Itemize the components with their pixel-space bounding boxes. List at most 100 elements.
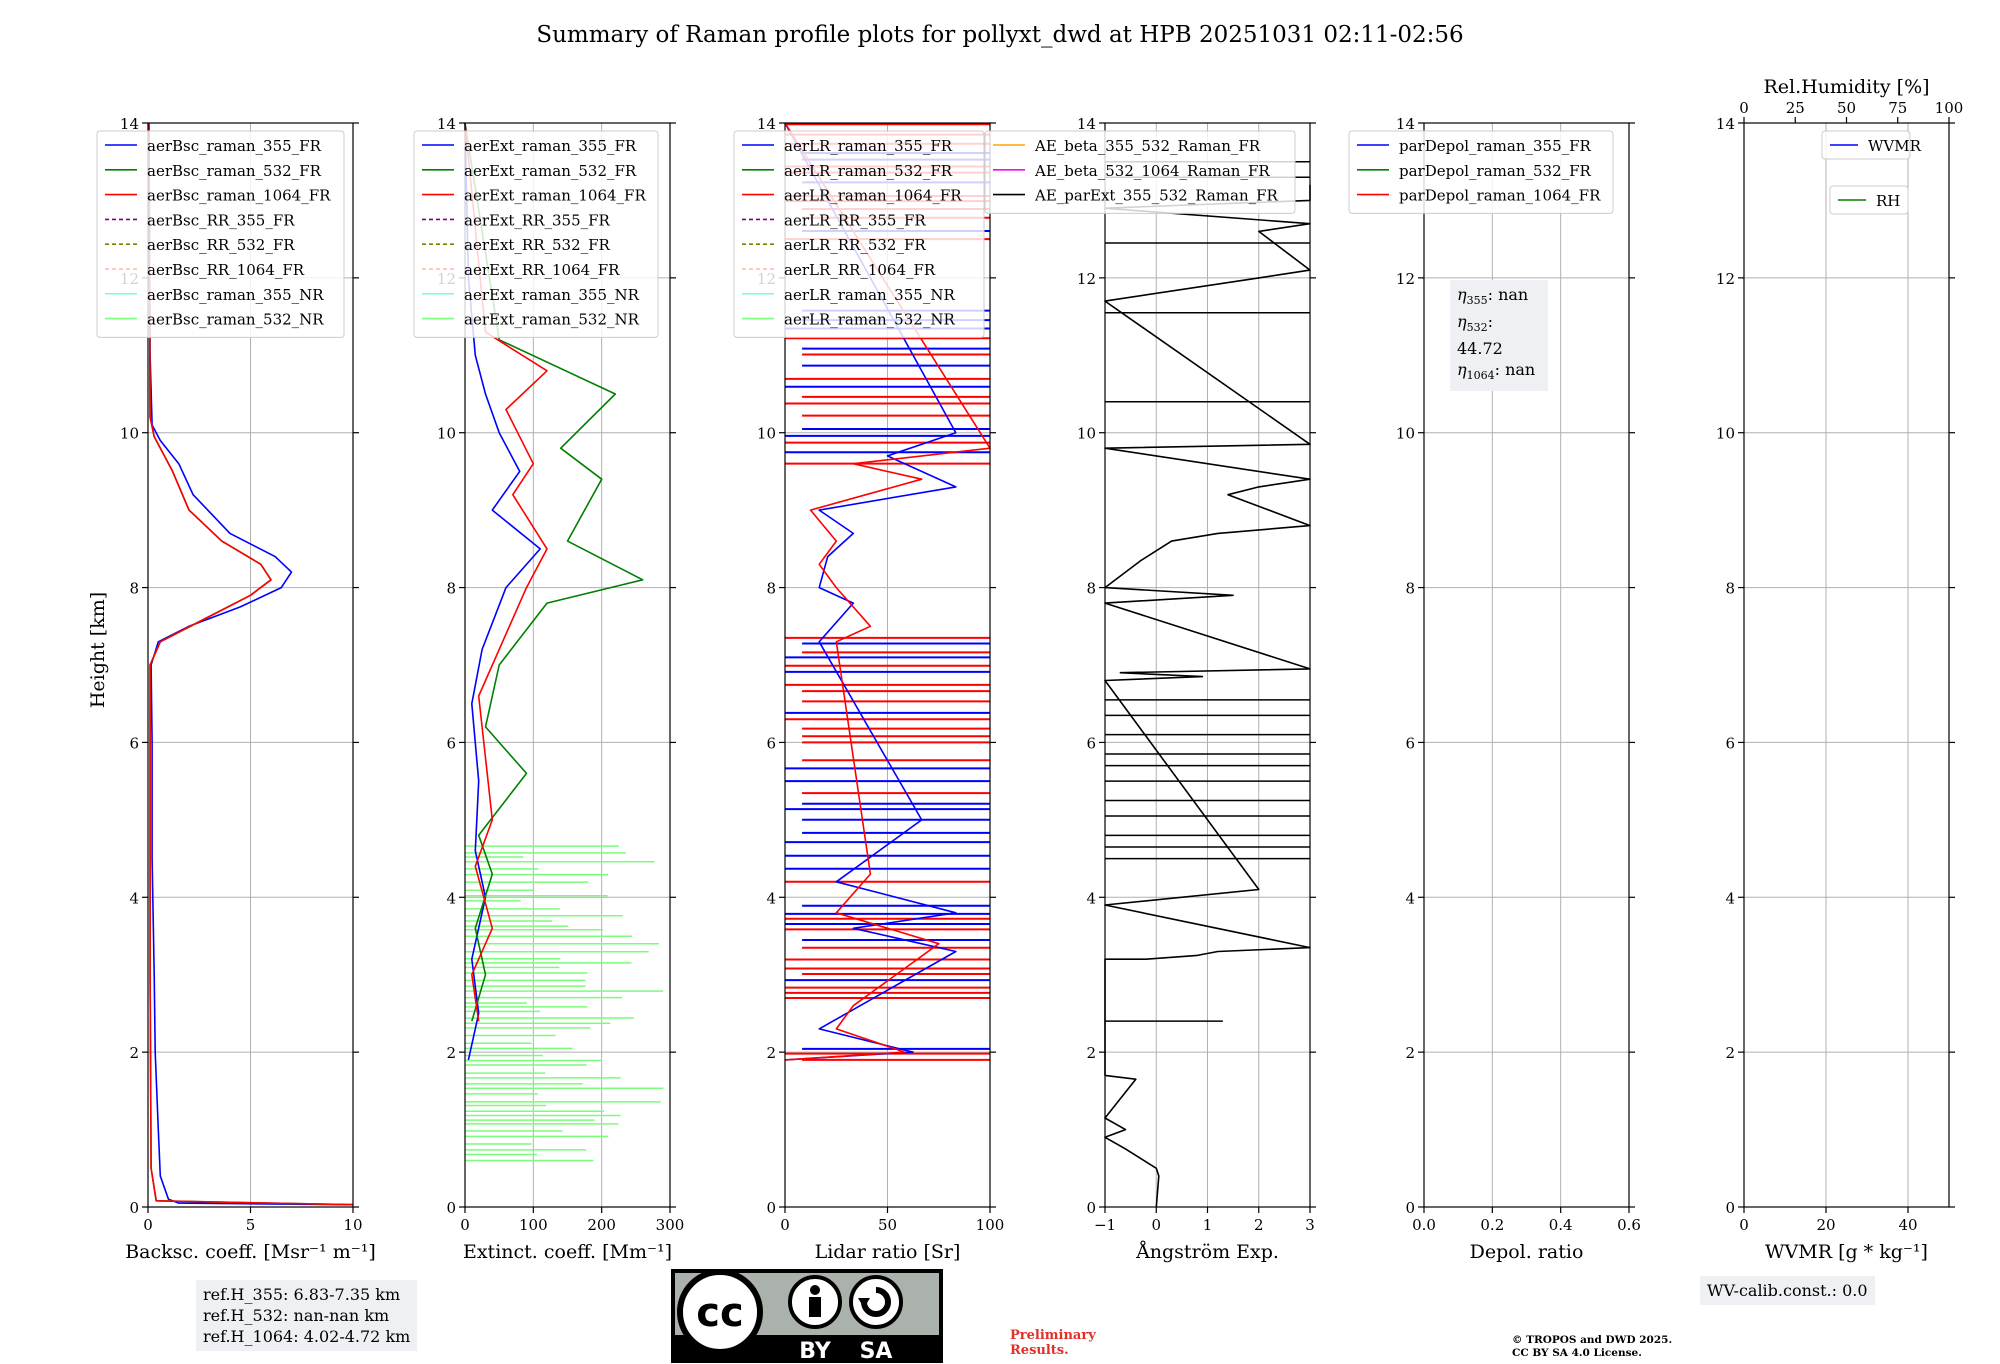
x-tick-label: 0 bbox=[460, 1216, 470, 1234]
x-tick-label: 100 bbox=[976, 1216, 1005, 1234]
legend-label: AE_beta_532_1064_Raman_FR bbox=[1034, 162, 1270, 180]
legend-label: aerLR_raman_532_NR bbox=[784, 311, 955, 329]
y-axis-label: Height [km] bbox=[87, 592, 109, 708]
legend-label: aerExt_raman_355_NR bbox=[464, 286, 640, 304]
legend-label: RH bbox=[1876, 192, 1900, 210]
y-tick-label: 4 bbox=[129, 889, 139, 907]
y-tick-label: 0 bbox=[1725, 1199, 1735, 1217]
series-line bbox=[148, 122, 354, 1206]
x-tick-label: 0 bbox=[1151, 1216, 1161, 1234]
legend-label: parDepol_raman_355_FR bbox=[1399, 137, 1592, 155]
legend-label: aerExt_RR_532_FR bbox=[464, 236, 611, 254]
legend-label: AE_beta_355_532_Raman_FR bbox=[1034, 137, 1261, 155]
legend-box bbox=[413, 130, 659, 338]
legend-label: aerLR_raman_532_FR bbox=[784, 162, 953, 180]
y-tick-label: 12 bbox=[1396, 270, 1415, 288]
y-tick-label: 10 bbox=[1716, 425, 1735, 443]
legend-label: aerExt_raman_532_FR bbox=[464, 162, 637, 180]
y-tick-label: 10 bbox=[1396, 425, 1415, 443]
legend-label: WVMR bbox=[1868, 137, 1922, 155]
y-tick-label: 14 bbox=[120, 115, 139, 133]
y-tick-label: 8 bbox=[1086, 580, 1096, 598]
y-tick-label: 2 bbox=[766, 1044, 776, 1062]
y-tick-label: 4 bbox=[1086, 889, 1096, 907]
y-tick-label: 14 bbox=[1396, 115, 1415, 133]
y-tick-label: 12 bbox=[1716, 270, 1735, 288]
x2-axis-label: Rel.Humidity [%] bbox=[1763, 76, 1929, 98]
series-line bbox=[1104, 184, 1311, 1208]
y-tick-label: 14 bbox=[1716, 115, 1735, 133]
axes-frame bbox=[1743, 122, 1950, 1208]
x-tick-label: 10 bbox=[343, 1216, 362, 1234]
legend-label: aerLR_RR_355_FR bbox=[784, 211, 926, 229]
x-tick-label: 2 bbox=[1254, 1216, 1264, 1234]
y-tick-label: 10 bbox=[757, 425, 776, 443]
eta-box: η355: nan η532: 44.72 η1064: nan bbox=[1450, 280, 1548, 391]
legend-label: aerBsc_raman_532_FR bbox=[147, 162, 322, 180]
y-tick-label: 6 bbox=[446, 734, 456, 752]
y-tick-label: 10 bbox=[437, 425, 456, 443]
legend-label: aerLR_raman_355_NR bbox=[784, 286, 955, 304]
x-tick-label: 300 bbox=[656, 1216, 685, 1234]
x-tick-label: 0.4 bbox=[1549, 1216, 1573, 1234]
legend-label: parDepol_raman_1064_FR bbox=[1399, 187, 1601, 205]
legend-label: aerBsc_raman_1064_FR bbox=[147, 187, 331, 205]
legend-label: aerExt_raman_355_FR bbox=[464, 137, 637, 155]
legend-label: aerExt_RR_355_FR bbox=[464, 211, 611, 229]
x-tick-label: 40 bbox=[1898, 1216, 1917, 1234]
y-tick-label: 2 bbox=[446, 1044, 456, 1062]
series-line bbox=[464, 122, 644, 1022]
x2-tick-label: 25 bbox=[1786, 99, 1805, 117]
legend-box bbox=[1829, 185, 1909, 215]
x2-tick-label: 50 bbox=[1837, 99, 1856, 117]
svg-text:BY: BY bbox=[799, 1339, 832, 1364]
legend-label: aerBsc_raman_532_NR bbox=[147, 311, 324, 329]
panel-3: 02468101214050100Lidar ratio [Sr]aerLR_r… bbox=[733, 115, 1005, 1263]
legend-label: aerLR_RR_1064_FR bbox=[784, 261, 936, 279]
x2-tick-label: 75 bbox=[1888, 99, 1907, 117]
y-tick-label: 6 bbox=[1086, 734, 1096, 752]
legend-box bbox=[1348, 130, 1614, 214]
x-tick-label: 100 bbox=[519, 1216, 548, 1234]
y-tick-label: 6 bbox=[766, 734, 776, 752]
axes-frame bbox=[464, 122, 671, 1208]
y-tick-label: 2 bbox=[1405, 1044, 1415, 1062]
y-tick-label: 0 bbox=[1086, 1199, 1096, 1217]
y-tick-label: 14 bbox=[757, 115, 776, 133]
legend-label: aerLR_raman_355_FR bbox=[784, 137, 953, 155]
legend-box bbox=[733, 130, 985, 338]
y-tick-label: 10 bbox=[120, 425, 139, 443]
series-line bbox=[784, 122, 991, 1061]
x-tick-label: 20 bbox=[1816, 1216, 1835, 1234]
y-tick-label: 8 bbox=[129, 580, 139, 598]
y-tick-label: 6 bbox=[1405, 734, 1415, 752]
y-tick-label: 14 bbox=[437, 115, 456, 133]
y-tick-label: 12 bbox=[1077, 270, 1096, 288]
y-tick-label: 2 bbox=[1086, 1044, 1096, 1062]
figure-title: Summary of Raman profile plots for polly… bbox=[536, 22, 1464, 48]
y-tick-label: 2 bbox=[129, 1044, 139, 1062]
legend-label: parDepol_raman_532_FR bbox=[1399, 162, 1592, 180]
legend-label: aerBsc_raman_355_NR bbox=[147, 286, 324, 304]
y-tick-label: 0 bbox=[446, 1199, 456, 1217]
x-tick-label: 0.2 bbox=[1480, 1216, 1504, 1234]
preliminary-results-note: Preliminary Results. bbox=[1010, 1328, 1096, 1358]
cc-icon bbox=[677, 1269, 763, 1355]
y-tick-label: 4 bbox=[446, 889, 456, 907]
x-tick-label: 3 bbox=[1305, 1216, 1315, 1234]
y-tick-label: 4 bbox=[1405, 889, 1415, 907]
panel-2: 024681012140100200300Extinct. coeff. [Mm… bbox=[413, 115, 685, 1263]
legend-label: aerBsc_RR_355_FR bbox=[147, 211, 295, 229]
y-tick-label: 4 bbox=[766, 889, 776, 907]
series-line bbox=[464, 122, 541, 1061]
legend-box bbox=[1821, 130, 1911, 160]
x-tick-label: 0 bbox=[780, 1216, 790, 1234]
y-tick-label: 8 bbox=[1725, 580, 1735, 598]
y-tick-label: 8 bbox=[446, 580, 456, 598]
series-line bbox=[784, 122, 957, 1061]
x-tick-label: 0.6 bbox=[1617, 1216, 1641, 1234]
axes-frame bbox=[1423, 122, 1630, 1208]
